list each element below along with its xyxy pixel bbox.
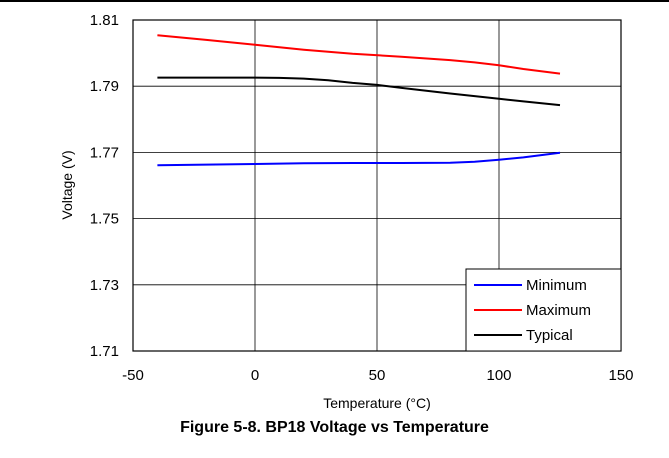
top-rule xyxy=(0,0,669,2)
y-tick-label: 1.75 xyxy=(90,211,119,228)
series-line-minimum xyxy=(157,151,561,167)
y-tick-label: 1.81 xyxy=(90,12,119,29)
x-tick-labels: -50 0 50 100 150 xyxy=(122,367,633,384)
figure-caption: Figure 5-8. BP18 Voltage vs Temperature xyxy=(180,419,489,436)
legend-label-maximum: Maximum xyxy=(526,302,591,319)
y-tick-label: 1.73 xyxy=(90,277,119,294)
voltage-temperature-chart: -50 0 50 100 150 1.71 1.73 1.75 1.77 1.79 1.81 Te… xyxy=(59,12,634,411)
series-line-typical xyxy=(157,76,561,107)
y-tick-labels: 1.71 1.73 1.75 1.77 1.79 1.81 xyxy=(90,12,119,360)
plot-frame xyxy=(132,19,622,352)
legend-label-typical: Typical xyxy=(526,327,573,344)
x-tick-label: 100 xyxy=(486,367,511,384)
legend: Minimum Maximum Typical xyxy=(465,268,622,352)
x-tick-label: 0 xyxy=(251,367,259,384)
x-tick-label: 50 xyxy=(369,367,386,384)
x-tick-label: -50 xyxy=(122,367,144,384)
y-tick-label: 1.77 xyxy=(90,144,119,161)
y-axis-title: Voltage (V) xyxy=(59,150,75,219)
x-axis-title: Temperature (°C) xyxy=(323,395,431,411)
x-tick-label: 150 xyxy=(608,367,633,384)
legend-label-minimum: Minimum xyxy=(526,277,587,294)
y-tick-label: 1.71 xyxy=(90,343,119,360)
y-tick-label: 1.79 xyxy=(90,78,119,95)
series-layer xyxy=(157,34,561,167)
series-line-maximum xyxy=(157,34,561,75)
